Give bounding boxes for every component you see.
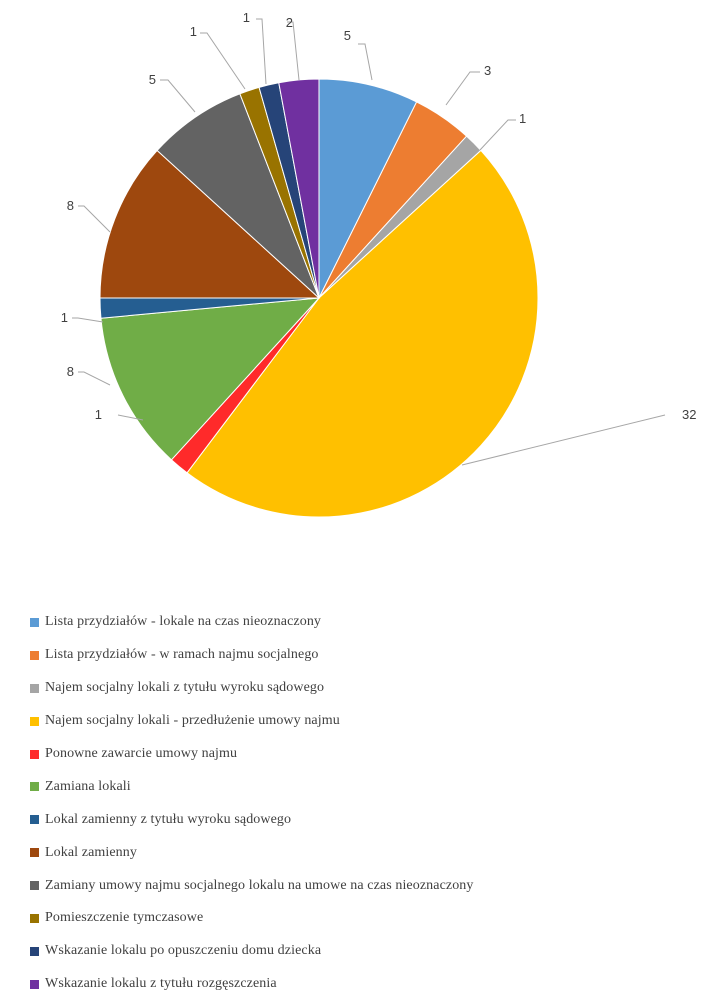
legend-swatch — [30, 913, 39, 923]
data-label: 1 — [519, 111, 526, 126]
data-label: 32 — [682, 407, 696, 422]
legend-label: Lokal zamienny z tytułu wyroku sądowego — [45, 811, 292, 827]
legend-item: Wskazanie lokalu po opuszczeniu domu dzi… — [30, 935, 700, 968]
legend-label: Ponowne zawarcie umowy najmu — [45, 746, 238, 761]
legend-item: Lista przydziałów - w ramach najmu socja… — [30, 639, 700, 672]
data-label: 3 — [484, 63, 491, 78]
legend-label: Wskazanie lokalu z tytułu rozgęszczenia — [45, 976, 277, 992]
legend-swatch — [30, 716, 39, 726]
legend-swatch — [30, 979, 39, 989]
data-label: 1 — [190, 24, 197, 39]
legend-swatch — [30, 749, 39, 759]
pie-slice — [186, 149, 539, 518]
leader-line — [358, 43, 373, 81]
data-label: 5 — [149, 72, 156, 87]
legend-swatch — [30, 881, 39, 891]
data-label: 1 — [243, 10, 250, 25]
legend-label: Najem socjalny lokali - przedłużenie umo… — [45, 713, 340, 729]
pie-slice — [318, 78, 418, 299]
legend-swatch — [30, 650, 39, 660]
leader-line — [479, 119, 516, 151]
legend-item: Wskazanie lokalu z tytułu rozgęszczenia — [30, 968, 700, 1001]
legend-swatch — [30, 617, 39, 627]
leader-line — [78, 371, 111, 386]
data-label: 8 — [67, 364, 74, 379]
legend-item: Zamiana lokali — [30, 770, 700, 803]
legend-item: Najem socjalny lokali z tytułu wyroku są… — [30, 672, 700, 705]
pie-chart-svg: 5 3 1 32 1 8 1 8 5 1 1 2 — [61, 10, 696, 518]
legend-item: Lista przydziałów - lokale na czas nieoz… — [30, 606, 700, 639]
legend-label: Lokal zamienny — [45, 844, 137, 860]
leader-line — [78, 205, 111, 233]
pie-slice — [99, 149, 321, 299]
legend-label: Zamiany umowy najmu socjalnego lokalu na… — [45, 877, 474, 893]
leader-line — [160, 79, 196, 113]
legend-swatch — [30, 782, 39, 792]
legend-item: Zamiany umowy najmu socjalnego lokalu na… — [30, 869, 700, 902]
data-label: 1 — [61, 310, 68, 325]
legend-item: Lokal zamienny z tytułu wyroku sądowego — [30, 803, 700, 836]
data-label: 2 — [286, 15, 293, 30]
legend-swatch — [30, 848, 39, 858]
leader-line — [72, 317, 104, 323]
leader-line — [287, 21, 300, 81]
legend-label: Lista przydziałów - w ramach najmu socja… — [45, 647, 319, 663]
legend-label: Najem socjalny lokali z tytułu wyroku są… — [45, 680, 325, 696]
leader-line — [445, 71, 480, 106]
legend-item: Pomieszczenie tymczasowe — [30, 902, 700, 935]
legend-swatch — [30, 683, 39, 693]
legend-label: Zamiana lokali — [45, 778, 131, 794]
legend-item: Najem socjalny lokali - przedłużenie umo… — [30, 705, 700, 738]
leader-line — [200, 32, 246, 90]
legend-item: Lokal zamienny — [30, 836, 700, 869]
pie-slice — [100, 297, 321, 461]
pie-chart: 5 3 1 32 1 8 1 8 5 1 1 2 — [61, 10, 696, 518]
legend-label: Pomieszczenie tymczasowe — [45, 910, 204, 926]
legend-swatch — [30, 815, 39, 825]
chart-legend: Lista przydziałów - lokale na czas nieoz… — [30, 606, 700, 1001]
data-label: 8 — [67, 198, 74, 213]
legend-label: Wskazanie lokalu po opuszczeniu domu dzi… — [45, 943, 322, 959]
leader-line — [461, 414, 666, 466]
leader-line — [117, 414, 144, 421]
leader-line — [256, 18, 267, 85]
legend-item: Ponowne zawarcie umowy najmu — [30, 738, 700, 771]
pie-slice — [156, 93, 320, 299]
data-label: 5 — [344, 28, 351, 43]
data-label: 1 — [95, 407, 102, 422]
legend-label: Lista przydziałów - lokale na czas nieoz… — [45, 614, 322, 630]
legend-swatch — [30, 946, 39, 956]
